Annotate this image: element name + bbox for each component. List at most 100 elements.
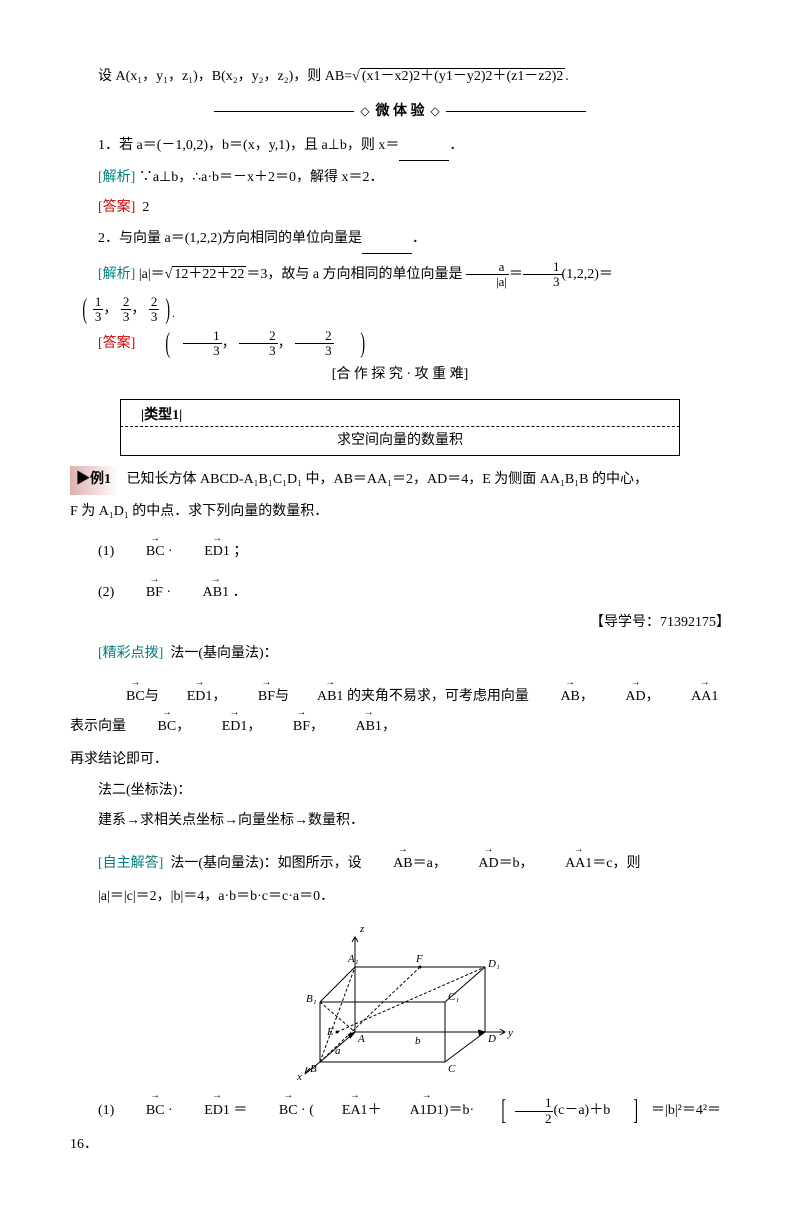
q2-dot: ． <box>412 231 426 246</box>
pt-A: A <box>357 1033 365 1045</box>
pt-B: B <box>310 1063 317 1075</box>
frac-1-3c: 13 <box>183 329 222 359</box>
end: ． <box>233 585 247 600</box>
q2-analysis: [解析] |a|＝√12＋22＋22＝3，故与 a 方向相同的单位向量是 a|a… <box>70 258 730 292</box>
hint-m2b: 建系→求相关点坐标→向量坐标→数量积． <box>70 808 730 835</box>
q2a-rad: 12＋22＋22 <box>172 266 246 282</box>
divider-line-right <box>446 111 586 112</box>
pt-F: F <box>415 953 423 965</box>
q1-text: 1．若 a＝(－1,0,2)，b＝(x，y,1)，且 a⊥b，则 x＝ <box>98 138 399 153</box>
cuboid-diagram: z y x B C A D B₁ C₁ A₁ D₁ F E a b <box>70 922 730 1082</box>
q2-blank <box>362 226 412 254</box>
lbl-a: a <box>335 1045 341 1057</box>
analysis-label: [解析] <box>98 170 135 185</box>
vec-bc: BC <box>118 539 165 566</box>
q2a-mid: ＝3，故与 a 方向相同的单位向量是 <box>246 267 462 282</box>
pt-D: D <box>487 1033 496 1045</box>
diamond-icon: ◇ <box>431 100 440 123</box>
analysis-label: [解析] <box>98 267 135 282</box>
hint-m2: 法二(坐标法)： <box>70 778 730 805</box>
formula-prefix: 设 A(x₁，y₁，z₁)，B(x₂，y₂，z₂)，则 AB=√ <box>98 69 360 84</box>
self-line2: |a|＝|c|＝2，|b|＝4，a·b＝b·c＝c·a＝0． <box>70 884 730 911</box>
distance-formula: 设 A(x₁，y₁，z₁)，B(x₂，y₂，z₂)，则 AB=√(x1－x2)2… <box>70 64 730 91</box>
pt-B1: B₁ <box>306 993 317 1005</box>
answer-label: [答案] <box>98 336 135 351</box>
vec-bc: BC <box>118 1094 165 1128</box>
formula-suffix: . <box>565 69 569 84</box>
formula-radicand: (x1－x2)2＋(y1－y2)2＋(z1－z2)2 <box>360 68 565 84</box>
frac-a-over-abs: a|a| <box>466 260 509 290</box>
coop-heading: [合 作 探 究 · 攻 重 难] <box>70 362 730 389</box>
final-line: (1) BC · ED1 ＝ BC · (EA1＋A1D1)＝b· [12(c－… <box>70 1094 730 1161</box>
eq: ＝ <box>509 267 523 282</box>
section-divider: ◇ 微 体 验 ◇ <box>70 99 730 126</box>
question-1: 1．若 a＝(－1,0,2)，b＝(x，y,1)，且 a⊥b，则 x＝ ． <box>70 133 730 161</box>
axis-z: z <box>359 923 365 935</box>
dot: · <box>166 585 171 600</box>
paren-open-icon: ( <box>152 330 171 358</box>
vec-ab1b: AB1 <box>327 712 381 743</box>
f-pre: (1) <box>98 1103 114 1118</box>
q1-blank <box>399 133 449 161</box>
type-box-top: |类型1| <box>120 399 680 427</box>
cuboid-svg: z y x B C A D B₁ C₁ A₁ D₁ F E a b <box>280 922 520 1082</box>
vec-ad: AD <box>450 849 498 880</box>
i2-pre: (2) <box>98 585 114 600</box>
paren-open-icon: ( <box>82 296 87 324</box>
lbl-b: b <box>415 1035 421 1047</box>
frac-2-3b: 23 <box>149 295 160 325</box>
example-body1: 已知长方体 ABCD-A₁B₁C₁D₁ 中，AB＝AA₁＝2，AD＝4，E 为侧… <box>127 472 648 487</box>
vec-a1d1: A1D1 <box>382 1094 444 1128</box>
frac-2-3: 23 <box>121 295 132 325</box>
vec-ab1: AB1 <box>175 580 229 607</box>
axis-x: x <box>296 1071 302 1082</box>
question-2: 2．与向量 a＝(1,2,2)方向相同的单位向量是 ． <box>70 226 730 254</box>
dot-item-1: (1) BC · ED1 ； <box>70 539 730 566</box>
hint-line1: [精彩点拨] 法一(基向量法)： <box>70 641 730 668</box>
vec-aa1: AA1 <box>537 849 592 880</box>
frac-one-third: 13 <box>523 260 562 290</box>
vec-ad: AD <box>597 682 645 713</box>
hint-mid: 的夹角不易求，可考虑用向量 <box>347 689 529 704</box>
bracket-open-icon: [ <box>487 1097 506 1125</box>
vec-ab: AB <box>365 849 412 880</box>
pt-E: E <box>326 1026 334 1038</box>
vec-aa1: AA1 <box>663 682 718 713</box>
vec-bf: BF <box>118 580 163 607</box>
q2a-pre: |a|＝√ <box>139 267 173 282</box>
q2-text: 2．与向量 a＝(1,2,2)方向相同的单位向量是 <box>98 231 362 246</box>
q1-dot: ． <box>449 138 463 153</box>
q1-analysis-text: ∵a⊥b，∴a·b＝－x＋2＝0，解得 x＝2． <box>139 170 384 185</box>
hint-line2: 再求结论即可． <box>70 747 730 774</box>
diamond-icon: ◇ <box>360 100 369 123</box>
vec-bf2: BF <box>265 712 310 743</box>
dot: · <box>168 544 173 559</box>
pt-C1: C₁ <box>448 991 459 1003</box>
frac-1-3: 13 <box>93 295 104 325</box>
example-tag: ▶例1 <box>70 466 119 495</box>
guide-number: 【导学号：71392175】 <box>70 610 730 637</box>
q2-tuple-line: ( 13， 23， 23 ). <box>70 295 730 325</box>
pt-C: C <box>448 1063 456 1075</box>
frac-2-3c: 23 <box>239 329 278 359</box>
end: ； <box>233 544 247 559</box>
example-1: ▶例1 已知长方体 ABCD-A₁B₁C₁D₁ 中，AB＝AA₁＝2，AD＝4，… <box>70 466 730 495</box>
type-tag: |类型1| <box>141 403 182 430</box>
bracket-close-icon: ] <box>620 1097 639 1125</box>
paren-close-icon: ) <box>346 330 365 358</box>
vec-ea1: EA1 <box>314 1094 368 1128</box>
q2a-tail: (1,2,2)＝ <box>562 267 613 282</box>
pt-A1: A₁ <box>347 953 359 965</box>
divider-label: 微 体 验 <box>376 99 425 126</box>
pt-D1: D₁ <box>487 958 500 970</box>
vec-bc2: BC <box>251 1094 298 1128</box>
hint-vectors: BC与ED1， BF与AB1 的夹角不易求，可考虑用向量 AB， AD， AA1… <box>70 682 730 744</box>
self-m1a: 法一(基向量法)：如图所示，设 <box>170 856 361 871</box>
divider-line-left <box>214 111 354 112</box>
hint-label: [精彩点拨] <box>98 646 163 661</box>
frac-2-3d: 23 <box>295 329 334 359</box>
self-line1: [自主解答] 法一(基向量法)：如图所示，设 AB＝a， AD＝b， AA1＝c… <box>70 849 730 880</box>
type-title: 求空间向量的数量积 <box>120 427 680 456</box>
dot-item-2: (2) BF · AB1 ． <box>70 580 730 607</box>
answer-label: [答案] <box>98 200 135 215</box>
